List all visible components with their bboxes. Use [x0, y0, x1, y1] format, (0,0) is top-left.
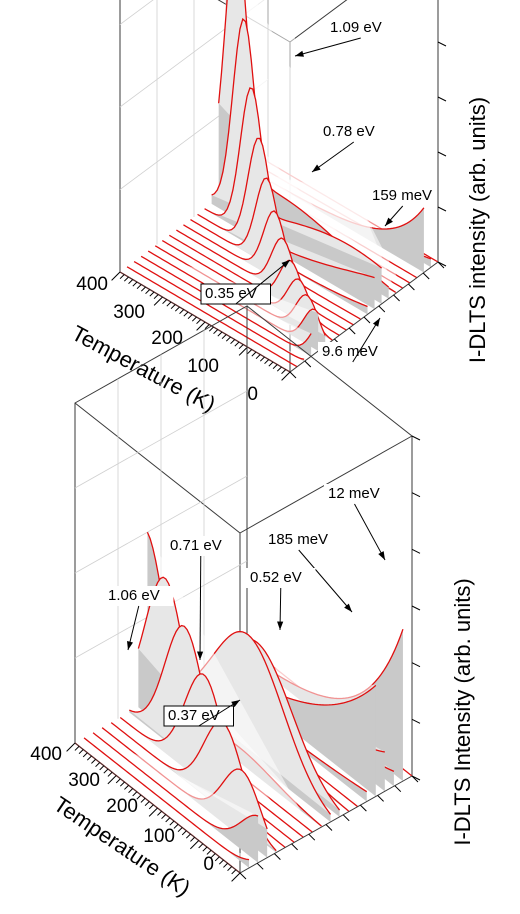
- annotation-arrow: [199, 555, 202, 661]
- trace-line: [133, 260, 305, 360]
- peak-annotation: 0.52 eV: [250, 569, 302, 586]
- temperature-tick-label: 100: [187, 356, 219, 377]
- temperature-tick-label: 300: [68, 770, 100, 791]
- annotation-arrow: [235, 259, 291, 305]
- peak-annotation: 0.37 eV: [168, 707, 220, 724]
- temperature-tick-label: 200: [151, 328, 183, 349]
- annotation-arrow: [311, 141, 355, 173]
- temperature-tick-label: 200: [106, 796, 138, 817]
- annotation-arrow: [352, 317, 381, 363]
- temperature-tick-label: 0: [247, 384, 258, 405]
- temperature-tick-label: 400: [30, 744, 62, 765]
- annotation-arrow: [354, 503, 386, 561]
- traces: [74, 531, 413, 874]
- peak-annotation: 1.09 eV: [330, 19, 382, 36]
- peak-annotation: 0.71 eV: [170, 537, 222, 554]
- intensity-axis-label: I-DLTS Intensity (arb. units): [450, 578, 475, 845]
- peak-annotation: 1.06 eV: [108, 587, 160, 604]
- annotation-arrow: [298, 549, 353, 613]
- trace-line: [126, 266, 298, 368]
- peak-annotation: 0.78 eV: [323, 123, 375, 140]
- temperature-tick-label: 0: [203, 854, 214, 875]
- annotation-arrow: [294, 37, 361, 57]
- peak-annotation: 159 meV: [372, 187, 432, 204]
- peak-annotation: 9.6 meV: [322, 343, 378, 360]
- peak-annotation: 12 meV: [328, 485, 380, 502]
- temperature-tick-label: 400: [76, 274, 108, 295]
- temperature-tick-label: 300: [113, 302, 145, 323]
- intensity-axis-label: I-DLTS intensity (arb. units): [465, 97, 490, 363]
- peak-annotation: 185 meV: [268, 531, 328, 548]
- temperature-tick-label: 100: [143, 826, 175, 847]
- trace-line: [92, 732, 259, 830]
- annotations: 12 meV 185 meV 0.71 eV 0.52 eV 1.06 eV 0.37 e…: [104, 484, 386, 727]
- trace-line: [83, 737, 250, 861]
